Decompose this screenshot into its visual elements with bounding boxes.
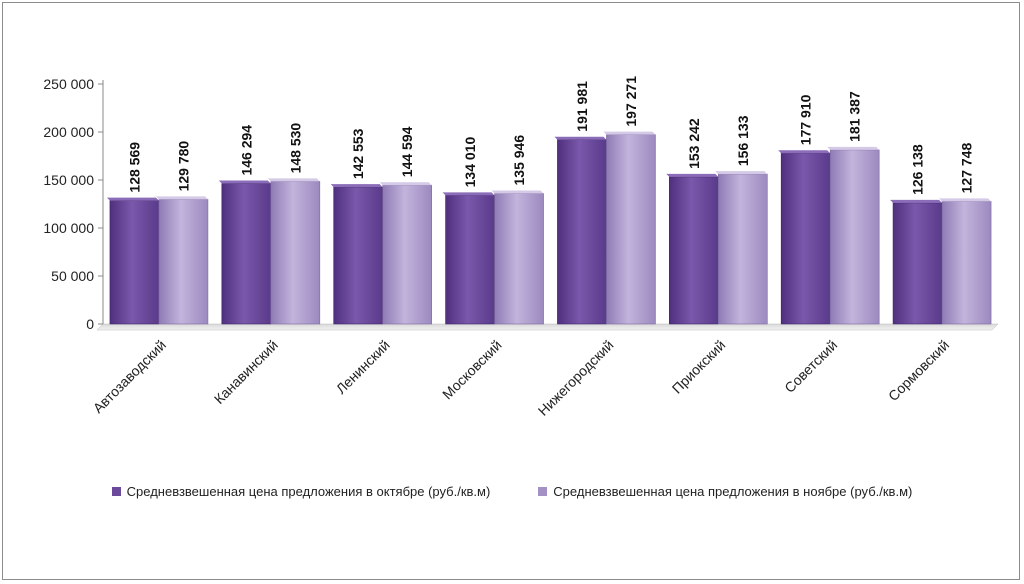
bar-top-face bbox=[106, 197, 159, 201]
bar-top-face bbox=[778, 150, 831, 154]
category-label: Автозаводский bbox=[90, 337, 169, 416]
legend-swatch-november bbox=[538, 487, 548, 496]
bar-november bbox=[494, 193, 544, 325]
axes: 0 50 000 100 000 150 000 200 000 250 000 bbox=[43, 76, 999, 332]
bar-october bbox=[221, 183, 272, 325]
category-label: Сормовский bbox=[885, 337, 952, 404]
y-tick-label: 0 bbox=[86, 316, 94, 332]
bar-top-face bbox=[491, 190, 544, 194]
legend-item-november: Средневзвешенная цена предложения в нояб… bbox=[538, 484, 912, 499]
legend-label-november: Средневзвешенная цена предложения в нояб… bbox=[553, 484, 913, 499]
chart-floor bbox=[96, 323, 999, 331]
bar-top-face bbox=[442, 192, 495, 196]
data-label: 146 294 bbox=[238, 125, 254, 176]
bar-october bbox=[109, 200, 160, 325]
bar-november bbox=[941, 201, 992, 325]
legend-item-october: Средневзвешенная цена предложения в октя… bbox=[111, 484, 491, 499]
bar-november bbox=[158, 199, 209, 325]
data-label: 134 010 bbox=[462, 137, 478, 188]
y-tick-label: 50 000 bbox=[51, 268, 94, 284]
y-tick-label: 250 000 bbox=[43, 76, 94, 92]
bar-november bbox=[829, 149, 880, 325]
bar-october bbox=[557, 139, 607, 325]
category-label: Нижегородский bbox=[535, 337, 617, 419]
bar-october bbox=[445, 195, 495, 325]
bar-november bbox=[606, 134, 656, 325]
bar-november bbox=[718, 173, 768, 325]
legend-swatch-october bbox=[111, 487, 121, 496]
bar-november bbox=[382, 184, 432, 325]
bar-top-face bbox=[603, 131, 656, 135]
bar-top-face bbox=[715, 171, 768, 175]
bar-top-face bbox=[939, 198, 992, 202]
category-label: Советский bbox=[781, 337, 840, 396]
data-label: 128 569 bbox=[126, 142, 142, 193]
bar-top-face bbox=[330, 184, 383, 188]
data-label: 181 387 bbox=[847, 91, 863, 142]
y-tick-label: 100 000 bbox=[43, 220, 94, 236]
bar-top-face bbox=[267, 178, 320, 182]
data-label: 156 133 bbox=[735, 115, 751, 166]
bars bbox=[106, 131, 992, 325]
data-label: 126 138 bbox=[910, 144, 926, 195]
data-label: 144 594 bbox=[399, 126, 415, 177]
bar-top-face bbox=[554, 136, 607, 140]
bar-november bbox=[270, 181, 321, 325]
data-label: 148 530 bbox=[287, 123, 303, 174]
data-label: 135 946 bbox=[511, 135, 527, 186]
y-tick-label: 150 000 bbox=[43, 172, 94, 188]
category-label: Приокский bbox=[669, 337, 729, 397]
bar-october bbox=[892, 202, 943, 325]
category-label: Канавинский bbox=[211, 337, 281, 407]
legend-label-october: Средневзвешенная цена предложения в октя… bbox=[126, 484, 491, 499]
bar-top-face bbox=[666, 173, 719, 177]
bar-top-face bbox=[218, 180, 271, 184]
bar-top-face bbox=[155, 196, 208, 200]
data-label: 177 910 bbox=[798, 94, 814, 145]
bar-top-face bbox=[890, 199, 943, 203]
data-label: 197 271 bbox=[623, 76, 639, 127]
category-label: Московский bbox=[439, 337, 505, 403]
data-label: 191 981 bbox=[574, 81, 590, 132]
y-tick-label: 200 000 bbox=[43, 124, 94, 140]
data-label: 127 748 bbox=[959, 143, 975, 194]
bar-top-face bbox=[379, 182, 432, 186]
data-labels: 128 569 129 780 146 294 148 530 142 553 144 5… bbox=[126, 76, 974, 195]
category-label: Ленинский bbox=[333, 337, 393, 397]
category-labels: Автозаводский Канавинский Ленинский Московс… bbox=[90, 337, 952, 419]
data-label: 142 553 bbox=[350, 128, 366, 179]
bar-october bbox=[780, 152, 831, 325]
bar-october bbox=[669, 176, 719, 325]
bar-top-face bbox=[827, 146, 880, 150]
bar-october bbox=[333, 186, 383, 325]
data-label: 129 780 bbox=[175, 141, 191, 192]
legend: Средневзвешенная цена предложения в октя… bbox=[0, 484, 1024, 499]
data-label: 153 242 bbox=[686, 118, 702, 169]
